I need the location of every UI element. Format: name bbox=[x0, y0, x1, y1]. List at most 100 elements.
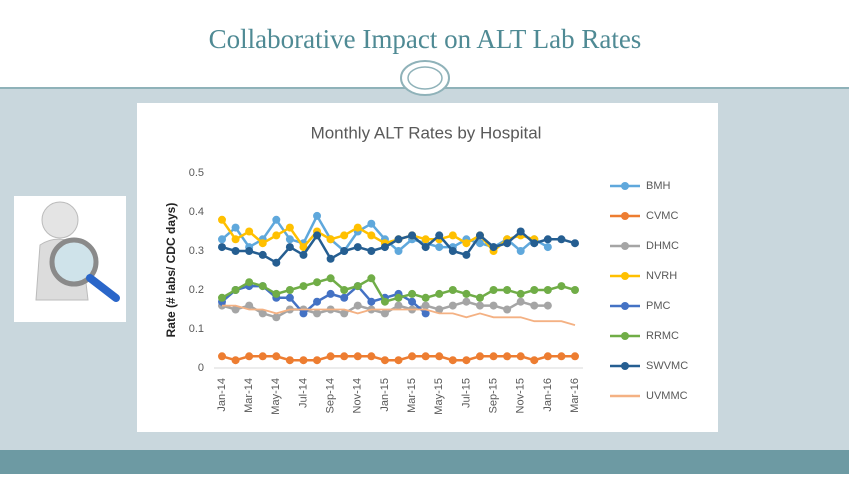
data-point bbox=[380, 297, 389, 306]
data-point bbox=[299, 282, 308, 291]
legend-label: DHMC bbox=[646, 240, 679, 252]
data-point bbox=[543, 286, 552, 294]
data-point bbox=[367, 352, 376, 361]
y-tick-label: 0.5 bbox=[189, 167, 204, 179]
data-point bbox=[299, 243, 308, 252]
data-point bbox=[285, 243, 294, 252]
data-point bbox=[367, 219, 376, 228]
data-point bbox=[516, 297, 525, 306]
x-tick-label: May-14 bbox=[270, 378, 282, 415]
x-tick-label: Jan-16 bbox=[542, 378, 554, 412]
data-point bbox=[340, 309, 349, 318]
data-point bbox=[571, 239, 579, 248]
data-point bbox=[448, 356, 457, 365]
data-point bbox=[299, 309, 308, 318]
data-point bbox=[272, 313, 281, 322]
data-point bbox=[258, 309, 267, 318]
data-point bbox=[258, 282, 267, 291]
data-point bbox=[394, 247, 403, 255]
data-point bbox=[394, 356, 403, 365]
legend-marker bbox=[621, 332, 629, 340]
chart-title: Monthly ALT Rates by Hospital bbox=[311, 123, 542, 142]
legend-label: SWVMC bbox=[646, 360, 688, 372]
data-point bbox=[353, 301, 362, 310]
data-point bbox=[272, 231, 281, 240]
data-point bbox=[475, 231, 484, 240]
data-point bbox=[543, 235, 552, 244]
data-point bbox=[394, 235, 403, 244]
data-point bbox=[530, 239, 539, 248]
data-point bbox=[435, 243, 444, 252]
x-tick-label: Sep-14 bbox=[325, 378, 337, 413]
data-point bbox=[340, 352, 349, 361]
plot: 0 0.1 0.2 0.3 0.4 0.5 Jan-14 Mar-14 May-14 Jul-14… bbox=[189, 167, 689, 415]
data-point bbox=[353, 223, 362, 232]
data-point bbox=[516, 289, 525, 298]
data-point bbox=[340, 247, 349, 255]
data-point bbox=[557, 235, 566, 244]
data-point bbox=[231, 247, 240, 255]
data-point bbox=[462, 239, 471, 248]
data-point bbox=[543, 352, 552, 361]
data-point bbox=[367, 247, 376, 255]
data-point bbox=[448, 301, 457, 310]
series-line bbox=[222, 304, 576, 326]
data-point bbox=[245, 278, 254, 287]
data-point bbox=[380, 309, 389, 318]
data-point bbox=[421, 235, 430, 244]
data-point bbox=[475, 239, 484, 248]
data-point bbox=[543, 243, 552, 252]
legend-marker bbox=[621, 182, 629, 190]
data-point bbox=[367, 297, 376, 306]
slide-title: Collaborative Impact on ALT Lab Rates bbox=[209, 24, 642, 54]
data-point bbox=[326, 254, 335, 263]
data-point bbox=[231, 356, 240, 365]
data-point bbox=[258, 239, 267, 248]
legend-marker bbox=[621, 212, 629, 220]
data-point bbox=[313, 231, 322, 240]
data-point bbox=[367, 231, 376, 240]
data-point bbox=[530, 301, 539, 310]
x-tick-label: Mar-16 bbox=[569, 378, 581, 413]
data-point bbox=[218, 243, 226, 252]
data-point bbox=[231, 305, 240, 314]
y-tick-label: 0.3 bbox=[189, 245, 204, 257]
data-point bbox=[245, 247, 254, 255]
data-point bbox=[272, 215, 281, 224]
data-point bbox=[340, 286, 349, 294]
ornament-inner bbox=[407, 66, 443, 90]
data-point bbox=[218, 235, 226, 244]
data-point bbox=[408, 352, 417, 361]
data-point bbox=[313, 211, 322, 220]
data-point bbox=[408, 289, 417, 298]
data-point bbox=[475, 352, 484, 361]
x-tick-label: Mar-15 bbox=[406, 378, 418, 413]
data-point bbox=[571, 286, 579, 294]
data-point bbox=[326, 274, 335, 283]
legend-label: RRMC bbox=[646, 330, 679, 342]
data-point bbox=[421, 293, 430, 302]
data-point bbox=[394, 293, 403, 302]
data-point bbox=[435, 352, 444, 361]
data-point bbox=[530, 356, 539, 365]
data-point bbox=[462, 297, 471, 306]
data-point bbox=[218, 215, 226, 224]
legend-marker bbox=[621, 362, 629, 370]
illustration bbox=[14, 196, 126, 322]
x-tick-label: May-15 bbox=[433, 378, 445, 415]
data-point bbox=[448, 247, 457, 255]
data-point bbox=[380, 356, 389, 365]
data-point bbox=[503, 305, 512, 314]
data-point bbox=[285, 235, 294, 244]
data-point bbox=[475, 301, 484, 310]
magnifier-handle bbox=[86, 274, 120, 302]
data-point bbox=[272, 258, 281, 267]
data-point bbox=[313, 278, 322, 287]
y-axis-label: Rate (# labs/ CDC days) bbox=[164, 203, 178, 338]
data-point bbox=[299, 356, 308, 365]
data-point bbox=[421, 309, 430, 318]
data-point bbox=[326, 235, 335, 244]
data-point bbox=[367, 274, 376, 283]
data-point bbox=[258, 250, 267, 259]
data-point bbox=[408, 231, 417, 240]
